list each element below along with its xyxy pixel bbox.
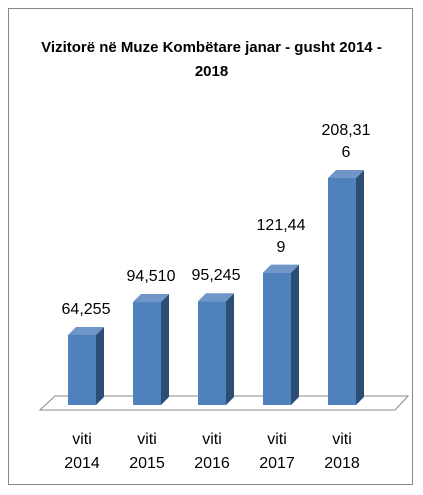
data-label: 95,245 xyxy=(191,267,241,285)
bar-side xyxy=(226,293,234,405)
x-tick-label: viti 2015 xyxy=(129,431,165,472)
data-label: 94,510 xyxy=(126,268,176,285)
bar-top xyxy=(263,264,299,273)
bar-side xyxy=(96,326,104,405)
x-tick-label: viti 2017 xyxy=(259,431,295,472)
bar xyxy=(263,272,291,405)
x-tick-label: viti 2018 xyxy=(324,431,360,472)
data-label: 208,316 xyxy=(321,122,371,161)
x-tick-label: viti 2016 xyxy=(194,431,230,472)
x-tick-label: viti 2014 xyxy=(64,431,100,472)
chart-frame xyxy=(8,8,413,485)
bar-top xyxy=(198,293,234,302)
bar-side xyxy=(356,170,364,405)
bar-top xyxy=(68,326,104,335)
bar-top xyxy=(328,170,364,178)
bar-side xyxy=(161,294,169,405)
bar xyxy=(68,334,96,405)
data-label: 121,449 xyxy=(256,216,306,256)
bar xyxy=(198,301,226,405)
bar xyxy=(133,302,161,405)
bar-top xyxy=(133,294,169,303)
bar xyxy=(328,178,356,405)
chart-title: Vizitorë në Muze Kombëtare janar - gusht… xyxy=(41,39,382,80)
bar-side xyxy=(291,264,299,405)
data-label: 64,255 xyxy=(61,300,111,318)
